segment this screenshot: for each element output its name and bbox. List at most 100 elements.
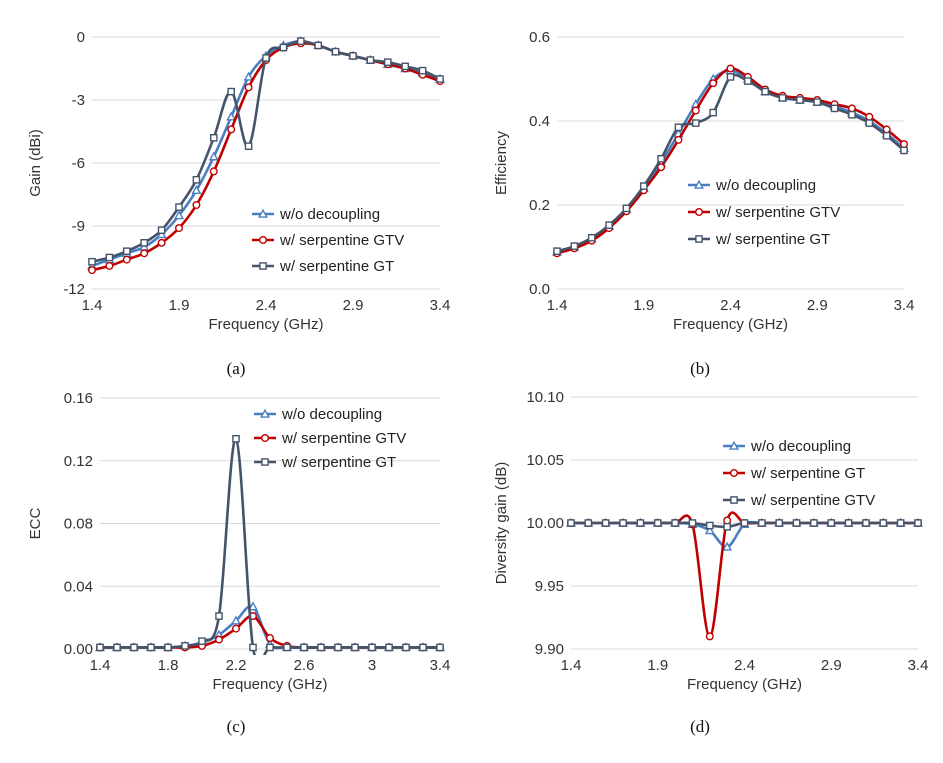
legend-swatch-marker xyxy=(730,469,739,478)
data-point xyxy=(249,643,257,652)
data-point xyxy=(209,133,218,142)
data-point xyxy=(827,519,836,527)
data-point xyxy=(758,519,766,527)
x-axis-title: Frequency (GHz) xyxy=(687,676,802,693)
data-point xyxy=(88,257,96,266)
data-point xyxy=(266,643,274,652)
x-tick-label: 3.4 xyxy=(894,297,915,314)
data-point xyxy=(231,615,241,625)
data-point xyxy=(105,261,114,270)
data-point xyxy=(436,75,444,83)
x-tick-label: 2.9 xyxy=(807,297,828,314)
data-point xyxy=(156,229,167,239)
data-point xyxy=(723,516,732,525)
data-point xyxy=(262,54,270,62)
x-tick-label: 3.4 xyxy=(908,657,929,674)
legend-swatch-marker xyxy=(730,496,738,504)
legend-swatch-marker xyxy=(258,208,268,218)
data-point xyxy=(349,52,357,60)
data-point xyxy=(605,221,613,229)
data-point xyxy=(157,226,166,235)
y-tick-label: -9 xyxy=(72,218,85,235)
series-1 xyxy=(95,601,445,652)
data-point xyxy=(862,519,870,527)
data-point xyxy=(244,142,253,151)
data-point xyxy=(208,151,219,161)
data-point xyxy=(705,632,714,641)
y-axis-title: ECC xyxy=(27,507,44,539)
data-point xyxy=(113,643,121,652)
y-tick-label: -3 xyxy=(72,92,85,109)
y-tick-label: 10.00 xyxy=(526,515,564,532)
chart-panel-2: 0.0 0.2 0.4 0.6 1.4 1.9 2.4 2.9 3.4 Frequency (GH… xyxy=(493,29,914,378)
data-point xyxy=(847,104,856,113)
x-tick-label: 2.6 xyxy=(294,657,315,674)
y-axis-title: Gain (dBi) xyxy=(27,129,44,197)
data-point xyxy=(243,71,254,81)
x-tick-label: 3 xyxy=(368,657,376,674)
data-point xyxy=(283,643,291,652)
data-point xyxy=(778,94,787,102)
data-point xyxy=(402,643,410,652)
data-point xyxy=(570,242,579,250)
data-point xyxy=(844,519,853,527)
data-point xyxy=(722,541,733,551)
legend-entry: w/ serpentine GT xyxy=(281,454,396,471)
data-point xyxy=(553,247,561,256)
y-tick-label: 9.95 xyxy=(535,578,564,595)
legend-swatch-marker xyxy=(729,440,739,450)
data-point xyxy=(198,637,206,645)
x-tick-label: 3.4 xyxy=(430,657,451,674)
y-tick-label: -12 xyxy=(63,281,85,298)
data-point xyxy=(879,519,888,527)
data-point xyxy=(709,108,717,117)
legend-entry: w/ serpentine GTV xyxy=(279,232,404,249)
y-tick-label: 9.90 xyxy=(535,641,564,658)
data-point xyxy=(266,634,275,643)
chart-panel-4: 9.90 9.95 10.00 10.05 10.10 1.4 1.9 2.4 2.9 3.4 Fr… xyxy=(493,389,928,736)
data-point xyxy=(419,643,427,652)
x-tick-label: 2.4 xyxy=(256,297,277,314)
x-tick-label: 3.4 xyxy=(430,297,451,314)
data-point xyxy=(882,125,891,134)
data-point xyxy=(334,643,342,652)
legend-swatch-marker xyxy=(695,207,704,216)
data-point xyxy=(297,37,305,45)
x-tick-label: 1.4 xyxy=(547,297,568,314)
series-line xyxy=(98,437,442,655)
data-point xyxy=(351,643,359,652)
legend-entry: w/ serpentine GTV xyxy=(281,430,406,447)
data-point xyxy=(174,224,183,233)
data-point xyxy=(227,125,236,134)
legend: w/o decoupling w/ serpentine GTV w/ serpen… xyxy=(252,206,404,275)
y-tick-label: 10.10 xyxy=(526,389,564,406)
data-point xyxy=(174,210,184,220)
data-point xyxy=(227,87,236,96)
data-point xyxy=(619,519,627,527)
data-point xyxy=(584,519,593,527)
x-tick-label: 1.8 xyxy=(158,657,179,674)
legend-swatch-marker xyxy=(694,179,704,189)
data-point xyxy=(191,185,202,195)
legend-swatch-marker xyxy=(259,262,267,270)
data-point xyxy=(810,519,818,527)
chart-panel-3: 0.00 0.04 0.08 0.12 0.16 1.4 1.8 2.2 2.6 3 3.4 Freq… xyxy=(27,390,450,736)
data-point xyxy=(140,249,149,258)
legend-entry: w/ serpentine GTV xyxy=(750,492,875,509)
x-tick-label: 1.4 xyxy=(90,657,111,674)
data-point xyxy=(175,203,183,211)
legend-entry: w/o decoupling xyxy=(279,206,380,223)
data-point xyxy=(691,106,700,115)
data-point xyxy=(314,41,323,50)
data-point xyxy=(636,519,645,527)
y-axis-title: Diversity gain (dB) xyxy=(493,462,510,585)
series-3 xyxy=(553,73,908,256)
data-point xyxy=(130,643,138,652)
data-point xyxy=(726,64,735,73)
y-tick-label: 0.4 xyxy=(529,113,550,130)
data-point xyxy=(726,73,735,81)
x-tick-label: 2.4 xyxy=(720,297,741,314)
series-line xyxy=(569,511,920,638)
data-point xyxy=(300,643,308,652)
data-point xyxy=(384,58,392,66)
